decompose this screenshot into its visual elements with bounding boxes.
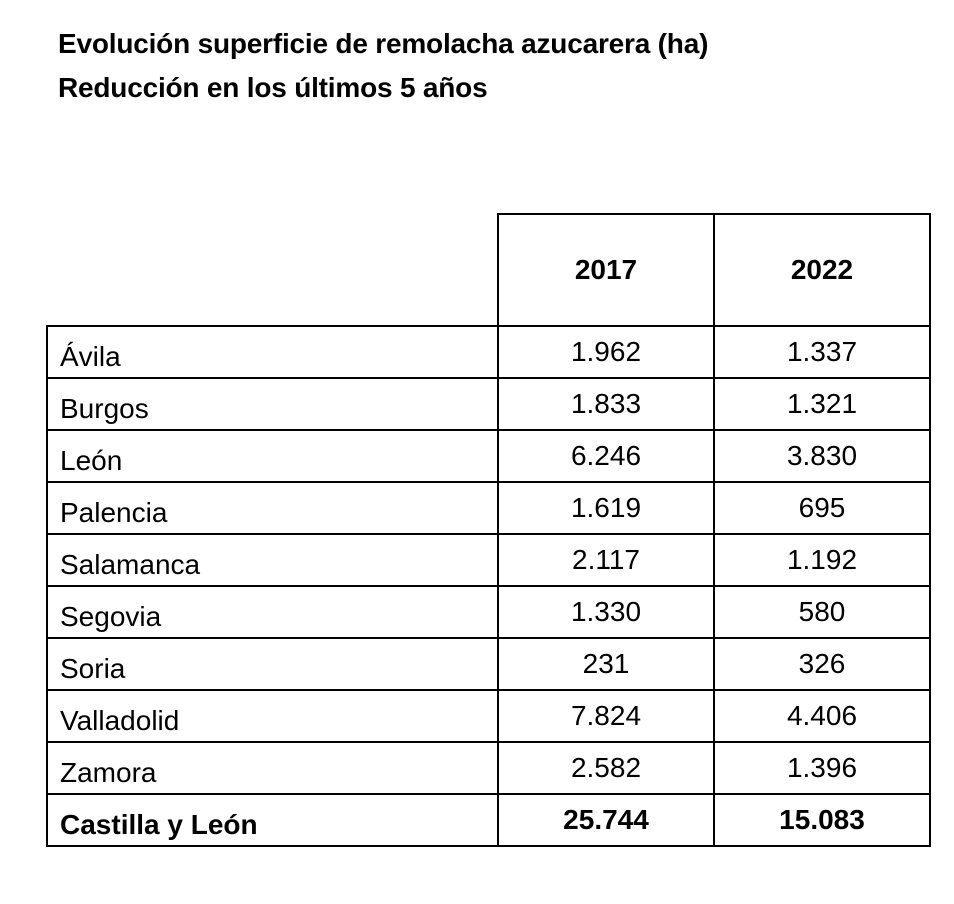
value-2022: 4.406	[713, 689, 931, 743]
value-2017: 1.833	[497, 377, 715, 431]
value-2022: 1.337	[713, 325, 931, 379]
table-row: Segovia 1.330 580	[46, 585, 931, 639]
document-title: Evolución superficie de remolacha azucar…	[58, 22, 708, 110]
header-corner-cell	[47, 214, 499, 327]
province-name: Salamanca	[46, 533, 499, 587]
sugar-beet-area-table: 2017 2022 Ávila 1.962 1.337 Burgos 1.833…	[46, 213, 931, 847]
total-2022: 15.083	[713, 793, 931, 847]
header-2022: 2022	[713, 213, 931, 327]
value-2022: 326	[713, 637, 931, 691]
total-label: Castilla y León	[46, 793, 499, 847]
province-name: Burgos	[46, 377, 499, 431]
province-name: Valladolid	[46, 689, 499, 743]
value-2022: 1.192	[713, 533, 931, 587]
table-row: Ávila 1.962 1.337	[46, 325, 931, 379]
province-name: Palencia	[46, 481, 499, 535]
value-2022: 3.830	[713, 429, 931, 483]
total-2017: 25.744	[497, 793, 715, 847]
value-2017: 1.330	[497, 585, 715, 639]
table-row: Burgos 1.833 1.321	[46, 377, 931, 431]
value-2022: 580	[713, 585, 931, 639]
province-name: León	[46, 429, 499, 483]
table-total-row: Castilla y León 25.744 15.083	[46, 793, 931, 847]
title-line-1: Evolución superficie de remolacha azucar…	[58, 28, 709, 59]
value-2022: 1.396	[713, 741, 931, 795]
province-name: Segovia	[46, 585, 499, 639]
header-2017: 2017	[497, 213, 715, 327]
value-2022: 1.321	[713, 377, 931, 431]
province-name: Ávila	[46, 325, 499, 379]
table-header-row: 2017 2022	[47, 213, 931, 327]
value-2017: 2.117	[497, 533, 715, 587]
table-row: León 6.246 3.830	[46, 429, 931, 483]
province-name: Soria	[46, 637, 499, 691]
value-2017: 7.824	[497, 689, 715, 743]
table-row: Soria 231 326	[46, 637, 931, 691]
table-row: Valladolid 7.824 4.406	[46, 689, 931, 743]
value-2017: 1.962	[497, 325, 715, 379]
value-2017: 1.619	[497, 481, 715, 535]
title-line-2: Reducción en los últimos 5 años	[58, 72, 488, 103]
province-name: Zamora	[46, 741, 499, 795]
value-2017: 6.246	[497, 429, 715, 483]
table-row: Zamora 2.582 1.396	[46, 741, 931, 795]
value-2017: 2.582	[497, 741, 715, 795]
value-2017: 231	[497, 637, 715, 691]
table-row: Salamanca 2.117 1.192	[46, 533, 931, 587]
table-row: Palencia 1.619 695	[46, 481, 931, 535]
value-2022: 695	[713, 481, 931, 535]
